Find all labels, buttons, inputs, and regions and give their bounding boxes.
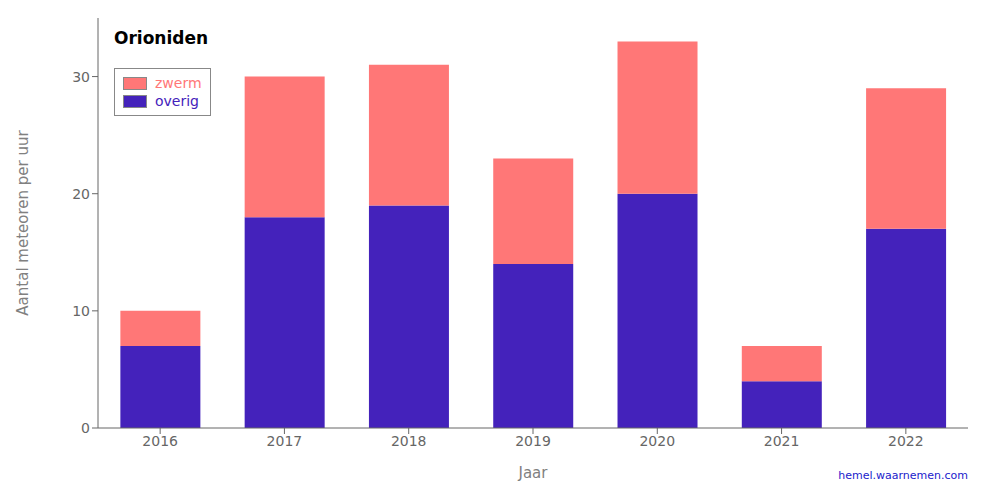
svg-text:2021: 2021 [764, 433, 800, 449]
svg-text:2017: 2017 [267, 433, 303, 449]
svg-text:30: 30 [72, 69, 90, 85]
svg-text:2020: 2020 [639, 433, 675, 449]
svg-text:Aantal meteoren per uur: Aantal meteoren per uur [14, 130, 32, 316]
svg-text:0: 0 [81, 420, 90, 436]
svg-text:10: 10 [72, 303, 90, 319]
html-text:zwerm: zwerm [155, 75, 202, 91]
html-text:overig: overig [155, 93, 199, 109]
svg-text:2018: 2018 [391, 433, 427, 449]
svg-text:2022: 2022 [888, 433, 924, 449]
svg-text:Jaar: Jaar [518, 464, 549, 482]
svg-text:2016: 2016 [142, 433, 178, 449]
svg-text:20: 20 [72, 186, 90, 202]
svg-text:2019: 2019 [515, 433, 551, 449]
html-text:hemel.waarnemen.com: hemel.waarnemen.com [838, 469, 968, 482]
html-text:Orioniden: Orioniden [114, 28, 209, 48]
